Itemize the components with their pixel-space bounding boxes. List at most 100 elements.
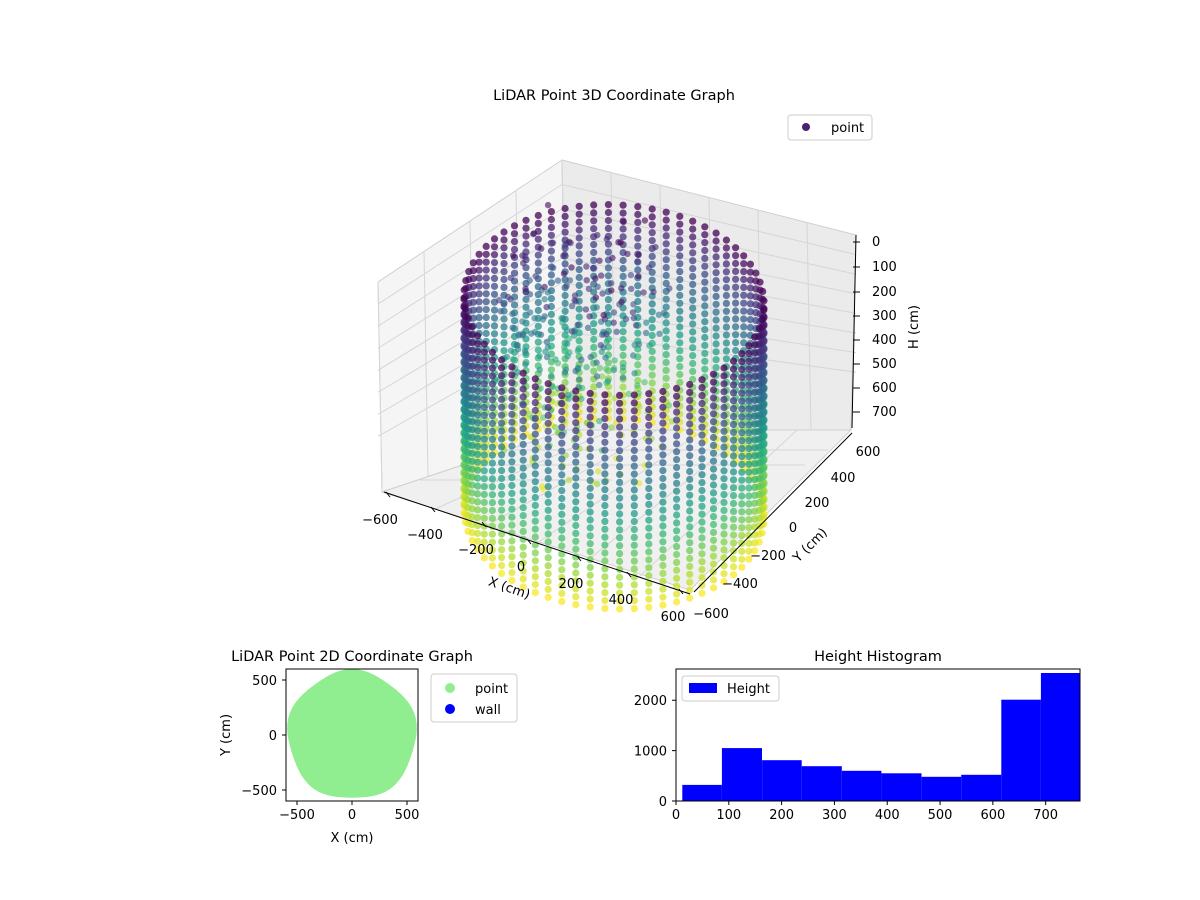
- lidar-point: [519, 252, 526, 259]
- lidar-point: [488, 554, 496, 562]
- lidar-point: [720, 388, 728, 396]
- lidar-point: [522, 361, 529, 368]
- lidar-point: [586, 421, 594, 429]
- lidar-point: [646, 342, 653, 349]
- lidar-point: [630, 415, 638, 423]
- point-cloud: [460, 201, 768, 613]
- lidar-point: [616, 447, 624, 455]
- lidar-point: [601, 573, 609, 581]
- lidar-point: [468, 529, 476, 537]
- lidar-point: [712, 308, 720, 316]
- lidar-point: [645, 603, 653, 611]
- lidar-point: [544, 419, 552, 427]
- lidar-point: [604, 359, 613, 367]
- lidar-point: [465, 268, 473, 276]
- lidar-point: [571, 297, 578, 304]
- lidar-point: [498, 554, 506, 562]
- lidar-point: [572, 593, 580, 601]
- lidar-point: [500, 301, 508, 308]
- lidar-point: [531, 383, 539, 391]
- lidar-point: [712, 253, 720, 261]
- lidar-point: [482, 266, 490, 274]
- lidar-point: [519, 440, 527, 448]
- lidar-point: [544, 530, 552, 538]
- lidar-point: [709, 465, 718, 473]
- lidar-point: [611, 395, 618, 402]
- legend-point-marker: [445, 683, 455, 693]
- lidar-point: [572, 585, 580, 593]
- lidar-point: [590, 264, 597, 272]
- lidar-point: [544, 475, 552, 483]
- legend-3d-frame: [787, 114, 873, 141]
- lidar-point: [756, 278, 764, 286]
- lidar-point: [729, 357, 738, 365]
- lidar-point: [740, 315, 748, 323]
- lidar-point: [610, 366, 617, 374]
- lidar-point: [662, 327, 670, 335]
- lidar-point: [468, 370, 476, 378]
- lidar-point: [659, 554, 667, 562]
- lidar-point: [689, 288, 697, 296]
- lidar-point: [712, 332, 720, 340]
- lidar-point: [531, 315, 538, 322]
- lidar-point: [490, 322, 499, 330]
- lidar-point: [480, 411, 488, 419]
- lidar-point: [645, 532, 653, 540]
- lidar-point: [630, 541, 638, 549]
- lidar-point: [698, 376, 706, 384]
- lidar-point: [543, 338, 550, 346]
- lidar-point: [474, 379, 482, 387]
- lidar-point: [474, 514, 482, 522]
- lidar-point: [698, 423, 706, 431]
- lidar-point: [686, 547, 694, 555]
- lidar-point: [586, 389, 594, 397]
- lidar-point: [709, 528, 718, 537]
- lidar-point: [572, 537, 580, 545]
- histogram-legend-swatch: [689, 683, 717, 693]
- lidar-point: [630, 517, 638, 526]
- lidar-point: [462, 277, 470, 285]
- lidar-point: [630, 509, 638, 518]
- lidar-point: [519, 330, 526, 338]
- lidar-point: [572, 434, 580, 443]
- lidar-point: [720, 403, 728, 412]
- lidar-point: [601, 604, 609, 613]
- lidar-point: [480, 538, 488, 546]
- lidar-point: [745, 397, 753, 405]
- lidar-point: [686, 412, 694, 420]
- lidar-point: [689, 344, 697, 352]
- lidar-point: [482, 313, 490, 322]
- lidar-point: [519, 551, 527, 559]
- lidar-point: [745, 357, 753, 366]
- lidar-point: [558, 597, 566, 606]
- lidar-point: [616, 439, 624, 447]
- lidar-point: [676, 339, 684, 347]
- lidar-point: [722, 331, 731, 339]
- lidar-point: [547, 271, 556, 279]
- x-tick-label: −600: [362, 513, 398, 528]
- lidar-point: [659, 474, 667, 483]
- lidar-point: [543, 353, 551, 361]
- lidar-point: [751, 404, 759, 412]
- lidar-point: [601, 470, 609, 478]
- lidar-point: [729, 412, 738, 421]
- lidar-point: [564, 352, 571, 360]
- lidar-point: [634, 361, 642, 369]
- lidar-point: [601, 494, 609, 502]
- lidar-point: [558, 566, 566, 574]
- lidar-point: [603, 235, 610, 243]
- lidar-point: [745, 476, 753, 484]
- lidar-point: [531, 454, 539, 462]
- lidar-point: [564, 340, 571, 348]
- lidar-point: [616, 605, 624, 613]
- lidar-point: [745, 524, 753, 532]
- lidar-point: [547, 247, 556, 255]
- lidar-point: [575, 258, 583, 266]
- x-tick-label: 600: [980, 808, 1005, 823]
- lidar-point: [561, 307, 569, 315]
- lidar-point: [701, 254, 709, 262]
- lidar-point: [616, 463, 624, 471]
- lidar-point: [547, 310, 556, 318]
- lidar-point: [474, 355, 482, 364]
- lidar-point: [475, 314, 483, 322]
